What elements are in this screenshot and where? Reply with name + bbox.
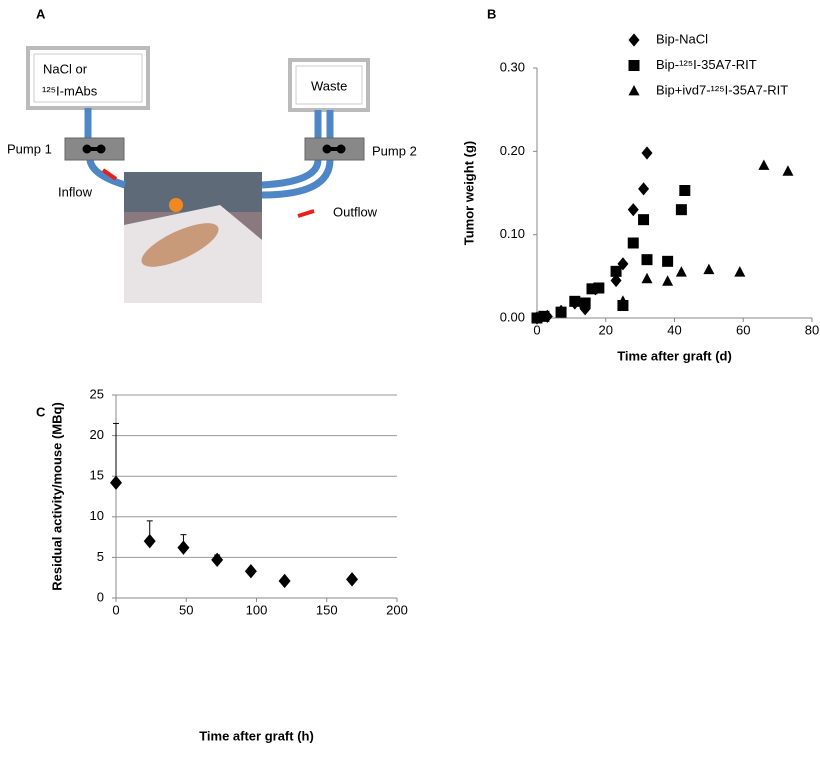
x-tick-label: 40 [667, 322, 681, 337]
y-tick-label: 5 [97, 549, 104, 564]
marker [531, 312, 543, 324]
y-tick-label: 20 [90, 427, 104, 442]
y-tick-label: 0.30 [500, 59, 525, 74]
marker [627, 203, 639, 217]
marker [278, 573, 291, 589]
tube [84, 108, 127, 189]
x-tick-label: 50 [179, 602, 193, 617]
flow-label: Outflow [333, 204, 378, 219]
diagram: NaCl or ¹²⁵I-mAbs Waste Pump 1 Pump 2 In… [7, 46, 417, 303]
x-tick-label: 0 [533, 322, 540, 337]
marker [610, 273, 622, 288]
marker [593, 282, 605, 294]
marker [675, 204, 687, 216]
x-tick-label: 20 [599, 322, 613, 337]
legend-label: Bip-NaCl [656, 31, 708, 46]
x-tick-label: 200 [386, 602, 408, 617]
marker [244, 564, 257, 579]
panel-label: A [36, 6, 46, 21]
marker [586, 283, 598, 295]
waste-label: Waste [311, 78, 347, 93]
marker [641, 254, 653, 266]
y-axis-label: Tumor weight (g) [461, 141, 476, 245]
source-box [26, 46, 150, 110]
x-tick-label: 60 [736, 322, 750, 337]
marker [110, 475, 122, 490]
x-axis-label: Time after graft (d) [617, 348, 732, 363]
arrow [101, 168, 118, 181]
marker [675, 266, 687, 277]
pump-rotor [82, 144, 346, 154]
marker [617, 295, 629, 306]
marker [346, 572, 359, 587]
marker [734, 266, 746, 277]
marker [579, 297, 591, 309]
photo-part [124, 172, 262, 212]
legend-marker [628, 84, 640, 96]
panel-label: B [487, 6, 496, 21]
x-tick-label: 100 [246, 602, 268, 617]
legend-marker [628, 60, 640, 71]
y-tick-label: 0.20 [500, 143, 525, 158]
marker [641, 272, 653, 284]
marker [143, 533, 156, 549]
y-tick-label: 0 [97, 589, 104, 604]
photo-part [141, 223, 219, 267]
marker [641, 146, 653, 160]
marker [703, 263, 715, 275]
source-box-inner [33, 53, 143, 103]
marker [662, 275, 674, 286]
marker [662, 255, 674, 267]
marker [758, 159, 770, 170]
flow-label: Inflow [58, 184, 93, 199]
y-tick-label: 15 [90, 468, 104, 483]
arrow [297, 209, 315, 218]
source-label: NaCl or [43, 61, 88, 76]
legend-label: Bip-¹²⁵I-35A7-RIT [656, 57, 757, 72]
y-tick-label: 0.00 [500, 309, 525, 324]
x-tick-label: 0 [112, 602, 119, 617]
marker [627, 237, 639, 249]
legend-marker [628, 33, 640, 47]
marker [177, 540, 190, 555]
pump-label: Pump 2 [372, 143, 417, 158]
marker [538, 310, 550, 322]
x-tick-label: 80 [805, 322, 819, 337]
y-tick-label: 0.10 [500, 226, 525, 241]
marker [579, 302, 591, 316]
marker [569, 295, 581, 307]
y-tick-label: 10 [90, 508, 104, 523]
x-axis-label: Time after graft (h) [199, 728, 314, 743]
photo-part [169, 198, 183, 212]
x-tick-label: 150 [316, 602, 338, 617]
y-axis-label: Residual activity/mouse (MBq) [49, 402, 64, 591]
marker [638, 182, 650, 196]
tube [261, 110, 334, 199]
marker [679, 185, 691, 196]
tube [261, 110, 322, 189]
marker [782, 165, 794, 176]
waste-box-inner [295, 65, 363, 105]
marker [610, 265, 622, 277]
legend-label: Bip+ivd7-¹²⁵I-35A7-RIT [656, 82, 788, 97]
source-label: ¹²⁵I-mAbs [42, 83, 98, 98]
marker [211, 552, 224, 568]
marker [555, 306, 567, 318]
marker [638, 214, 650, 226]
panel-label: C [36, 404, 46, 419]
pump-label: Pump 1 [7, 141, 52, 156]
y-tick-label: 25 [90, 386, 104, 401]
